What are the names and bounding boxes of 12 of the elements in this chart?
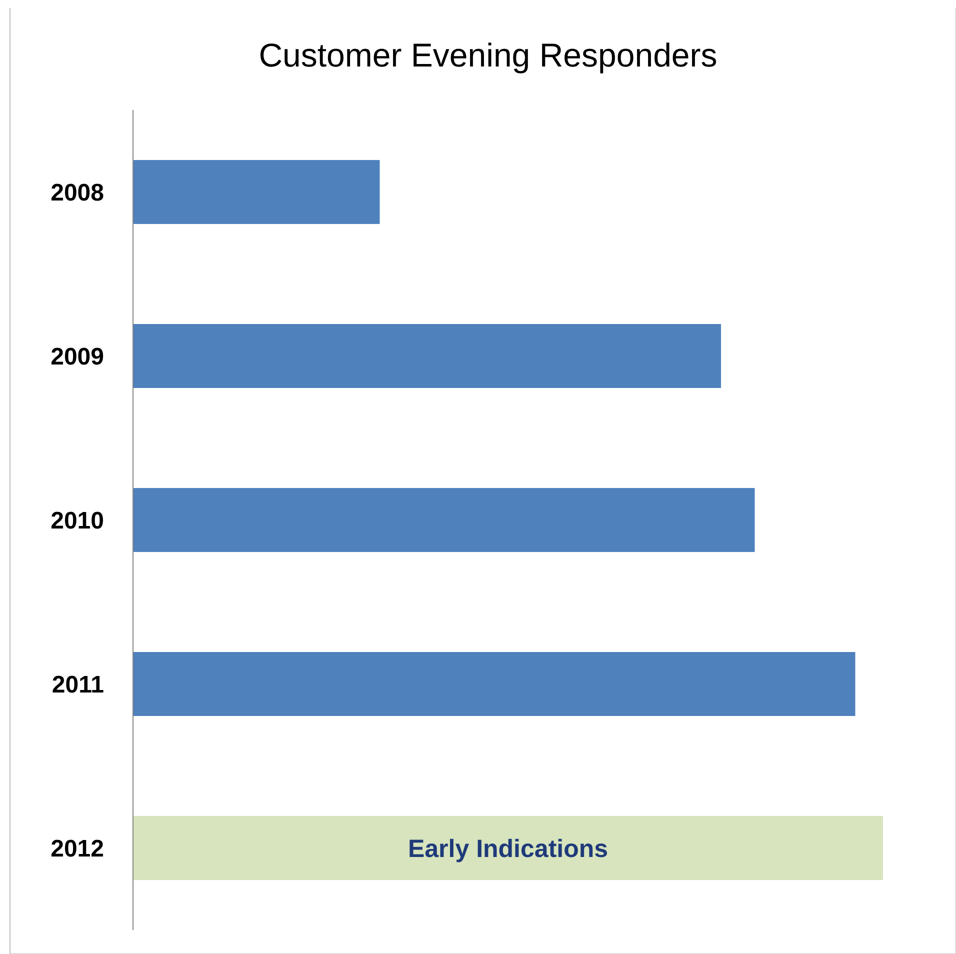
y-tick-label: 2009 — [50, 343, 104, 370]
y-tick-label: 2008 — [50, 179, 104, 206]
y-tick-label: 2011 — [52, 671, 104, 698]
annotation: Early Indications — [408, 834, 608, 863]
y-tick-label: 2010 — [50, 507, 104, 534]
bar — [133, 816, 883, 880]
bar — [133, 160, 380, 224]
bar — [133, 324, 721, 388]
bar — [133, 488, 755, 552]
y-tick-label: 2012 — [50, 835, 104, 862]
chart-title: Customer Evening Responders — [258, 36, 718, 74]
bar — [133, 652, 856, 716]
